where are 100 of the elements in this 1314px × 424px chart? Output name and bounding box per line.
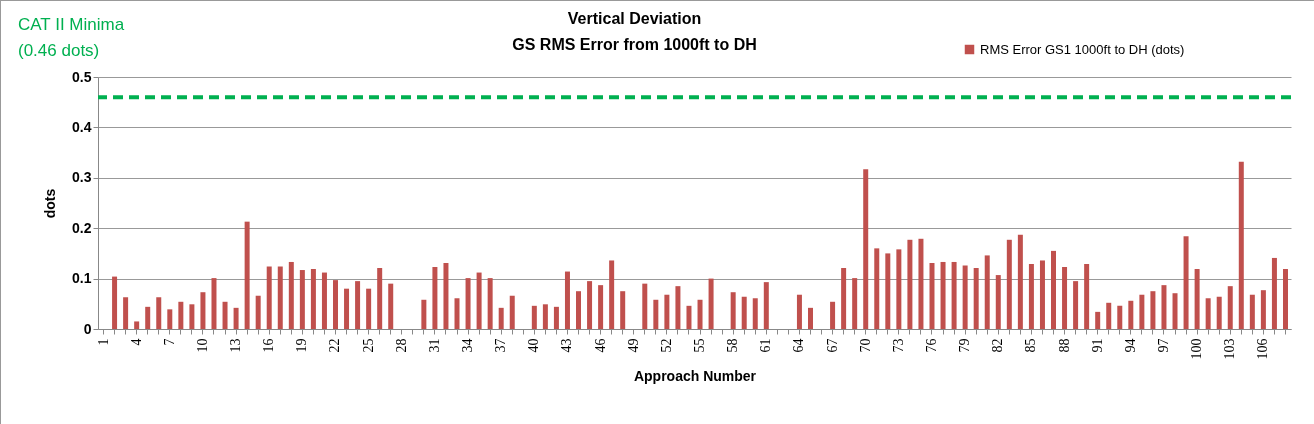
x-tick-label: 22 — [327, 338, 343, 353]
bar — [587, 281, 593, 329]
bar — [233, 307, 239, 329]
x-tick-label: 73 — [890, 338, 906, 353]
y-tick-label: 0.1 — [72, 270, 92, 287]
x-tick-label: 100 — [1189, 338, 1205, 360]
bar — [1271, 257, 1277, 329]
bar — [929, 262, 935, 329]
y-tick-label: 0 — [83, 320, 92, 337]
x-tick-label: 1 — [95, 338, 111, 346]
bar — [598, 285, 604, 329]
x-tick-label: 7 — [161, 338, 177, 346]
bar — [741, 296, 747, 329]
bar — [984, 255, 990, 329]
bar — [1128, 300, 1134, 329]
x-tick-label: 106 — [1255, 338, 1271, 360]
bar — [355, 281, 361, 329]
bar — [973, 268, 979, 329]
y-tick-label: 0.5 — [72, 68, 92, 85]
x-tick-label: 43 — [559, 338, 575, 353]
bar — [940, 261, 946, 329]
bar — [1062, 267, 1068, 329]
bar — [830, 301, 836, 329]
bar — [642, 283, 648, 329]
bar — [255, 295, 261, 329]
bar — [664, 294, 670, 329]
bar — [874, 248, 880, 329]
bar — [344, 288, 350, 329]
bar — [1150, 291, 1156, 329]
bar — [675, 286, 681, 329]
bar — [443, 262, 449, 329]
x-tick-label: 103 — [1222, 338, 1238, 360]
x-tick-label: 58 — [725, 338, 741, 353]
x-tick-label: 25 — [360, 338, 376, 353]
x-tick-label: 79 — [957, 338, 973, 353]
x-axis-title: Approach Number — [633, 367, 757, 384]
bar — [288, 261, 294, 329]
bar — [366, 288, 372, 329]
bar — [277, 266, 283, 329]
bar — [509, 295, 515, 329]
x-tick-label: 4 — [128, 338, 144, 346]
bar — [244, 221, 250, 329]
bar — [299, 270, 305, 329]
bar — [730, 292, 736, 329]
bar — [531, 305, 537, 329]
bar — [1216, 296, 1222, 329]
x-tick-label: 55 — [692, 338, 708, 353]
bar — [1194, 269, 1200, 329]
bar — [995, 275, 1001, 329]
bar — [1282, 269, 1288, 329]
y-tick-label: 0.3 — [72, 169, 92, 186]
bar — [1238, 161, 1244, 329]
x-tick-label: 64 — [791, 338, 807, 353]
bar — [112, 276, 118, 329]
bar — [1095, 311, 1101, 329]
bar — [487, 278, 493, 329]
x-tick-label: 37 — [493, 338, 509, 353]
x-tick-label: 97 — [1155, 338, 1171, 353]
bar — [841, 268, 847, 329]
y-tick-label: 0.2 — [72, 219, 92, 236]
bar — [432, 267, 438, 329]
x-tick-label: 94 — [1122, 338, 1138, 353]
bar — [200, 292, 206, 329]
x-tick-label: 10 — [194, 338, 210, 353]
y-axis-title: dots — [42, 188, 59, 219]
bar — [1017, 234, 1023, 329]
bar — [951, 261, 957, 329]
bar — [333, 280, 338, 329]
x-tick-label: 82 — [990, 338, 1006, 353]
bar — [1161, 285, 1167, 329]
bar — [1006, 239, 1012, 329]
bar — [123, 297, 129, 329]
chart-subtitle: GS RMS Error from 1000ft to DH — [512, 36, 757, 53]
bar — [763, 282, 769, 329]
bar — [896, 249, 902, 329]
bar — [167, 309, 173, 329]
x-tick-label: 85 — [1023, 338, 1039, 353]
bar — [708, 278, 714, 329]
bar — [918, 238, 924, 329]
bar — [576, 291, 582, 329]
x-tick-label: 52 — [658, 338, 674, 353]
x-tick-label: 40 — [526, 338, 542, 353]
bar — [553, 306, 559, 329]
bar — [620, 291, 626, 329]
bar — [1260, 290, 1266, 329]
x-tick-label: 19 — [294, 338, 310, 353]
bar — [1172, 293, 1178, 329]
x-tick-label: 46 — [592, 338, 608, 353]
y-tick-label: 0.4 — [72, 118, 92, 135]
bar — [752, 298, 758, 329]
bar — [863, 169, 869, 329]
bar — [222, 301, 228, 329]
bar — [1051, 250, 1056, 329]
legend-label: RMS Error GS1 1000ft to DH (dots) — [980, 41, 1185, 57]
x-tick-label: 70 — [857, 338, 873, 353]
bar — [1039, 260, 1045, 329]
bar — [1183, 236, 1189, 329]
bar — [1117, 305, 1123, 329]
bar — [189, 304, 195, 329]
x-tick-label: 13 — [228, 338, 244, 353]
